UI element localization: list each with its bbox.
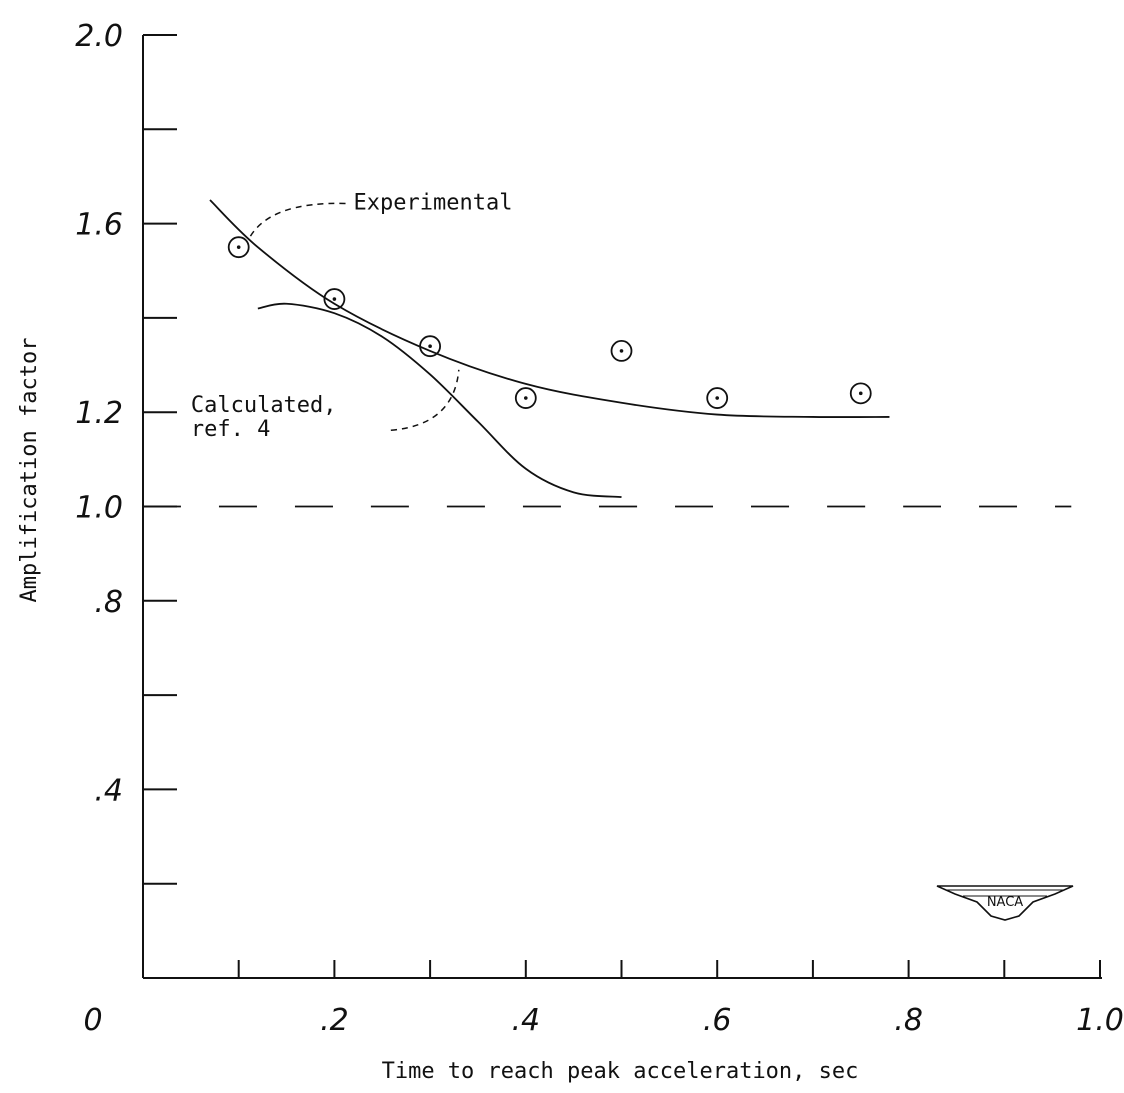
y-tick-label: .8 bbox=[94, 585, 123, 620]
data-points bbox=[227, 236, 872, 409]
naca-logo-text: NACA bbox=[987, 895, 1023, 910]
x-tick-label: .8 bbox=[894, 1003, 923, 1038]
y-axis-label: Amplification factor bbox=[17, 338, 42, 603]
data-point-center bbox=[332, 297, 337, 301]
y-tick-label: .4 bbox=[94, 773, 123, 808]
data-point-center bbox=[858, 391, 863, 396]
leader-lines bbox=[248, 202, 460, 431]
x-tick-label: 0 bbox=[83, 1003, 102, 1038]
calculated-curve bbox=[257, 302, 622, 498]
leader-calculated bbox=[390, 369, 460, 431]
data-point-center bbox=[715, 396, 719, 400]
data-point-marker bbox=[849, 382, 872, 405]
experimental-fit-curve bbox=[209, 199, 890, 418]
x-tick-label: .2 bbox=[320, 1003, 349, 1038]
leader-experimental bbox=[248, 202, 346, 240]
data-point-marker bbox=[227, 236, 250, 259]
data-point-center bbox=[236, 245, 241, 249]
data-point-marker bbox=[419, 335, 442, 358]
data-point-marker bbox=[514, 387, 537, 409]
y-tick-label: 2.0 bbox=[75, 19, 123, 54]
y-tick-label: 1.2 bbox=[75, 396, 123, 431]
data-point-center bbox=[619, 349, 624, 353]
x-tick-label: 1.0 bbox=[1076, 1003, 1124, 1038]
ticks bbox=[143, 34, 1101, 978]
series bbox=[143, 199, 1072, 508]
data-point-center bbox=[428, 344, 432, 348]
annotation-calculated: Calculated, bbox=[191, 393, 337, 418]
annotation-experimental: Experimental bbox=[354, 190, 513, 215]
data-point-marker bbox=[706, 387, 729, 409]
x-tick-label: .6 bbox=[703, 1003, 732, 1038]
naca-logo: NACA bbox=[936, 885, 1074, 921]
data-point-marker bbox=[610, 340, 633, 362]
annotation-ref: ref. 4 bbox=[191, 417, 270, 442]
y-tick-label: 1.0 bbox=[75, 491, 123, 526]
x-axis-label: Time to reach peak acceleration, sec bbox=[382, 1059, 859, 1084]
data-point-center bbox=[524, 396, 528, 400]
x-tick-label: .4 bbox=[511, 1003, 540, 1038]
data-point-marker bbox=[323, 288, 346, 310]
y-tick-label: 1.6 bbox=[75, 208, 123, 243]
tick-labels: 0 .2 .4 .6 .8 1.0 .4 .8 1.0 1.2 1.6 2.0 bbox=[75, 19, 1124, 1038]
